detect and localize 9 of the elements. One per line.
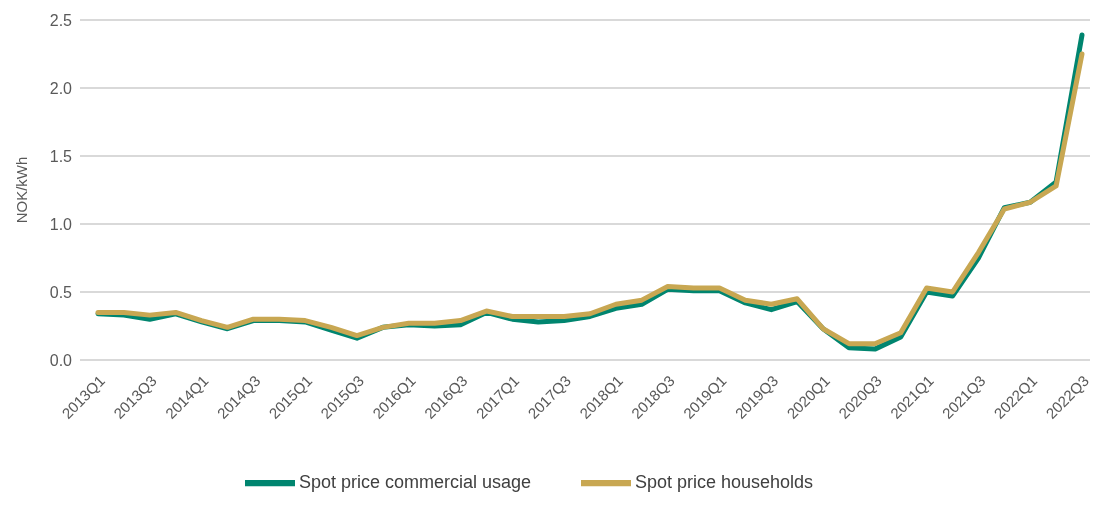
- legend-label: Spot price households: [634, 471, 814, 492]
- y-tick-label: 2.5: [49, 11, 73, 29]
- y-axis-title: NOK/kWh: [13, 156, 31, 224]
- legend-label: Spot price commercial usage: [298, 471, 531, 492]
- y-tick-label: 1.0: [49, 215, 73, 233]
- y-tick-label: 0.5: [49, 283, 73, 301]
- y-tick-label: 1.5: [49, 147, 73, 165]
- y-tick-label: 2.0: [49, 79, 73, 97]
- y-tick-label: 0.0: [49, 351, 73, 369]
